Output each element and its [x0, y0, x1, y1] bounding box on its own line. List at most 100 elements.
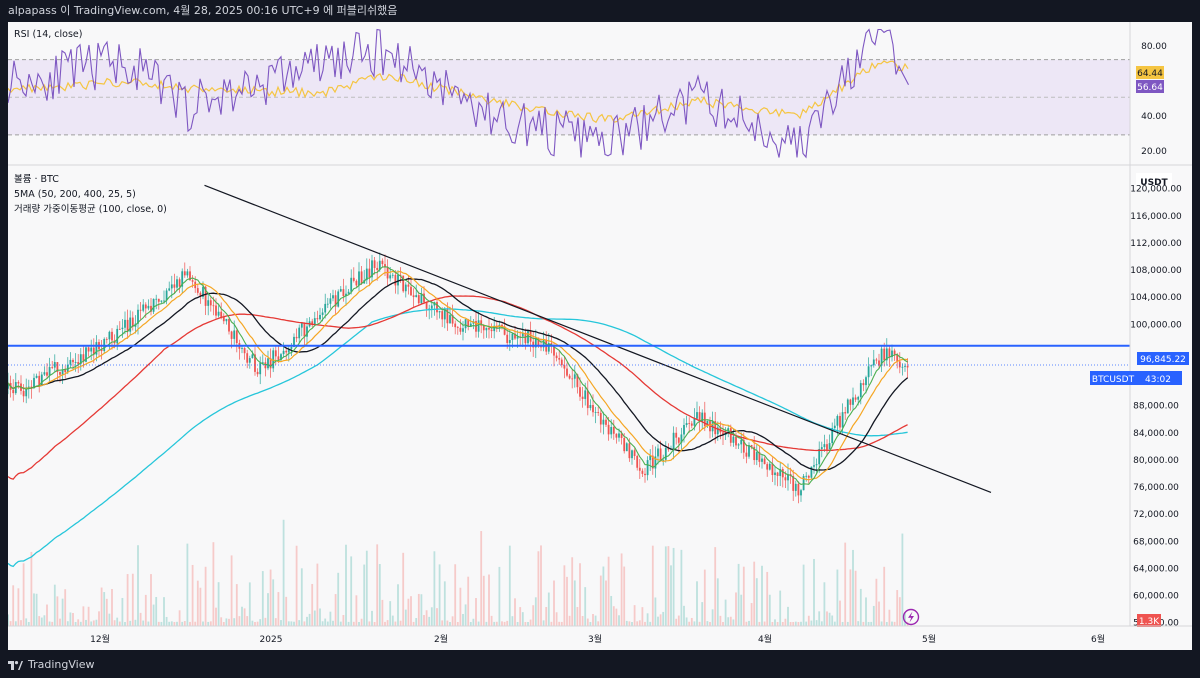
rsi-tick: 40.00	[1141, 112, 1167, 122]
candle	[459, 327, 462, 332]
candle	[391, 274, 394, 276]
candle	[441, 311, 444, 320]
candle	[529, 330, 532, 342]
volume-bar	[810, 620, 813, 626]
candle	[378, 260, 381, 270]
volume-bar	[898, 597, 901, 626]
candle	[654, 456, 657, 469]
candle	[417, 295, 420, 304]
candle	[121, 327, 124, 330]
volume-bar	[761, 565, 763, 626]
candle	[345, 293, 347, 297]
volume-bar	[480, 531, 483, 626]
volume-bar	[90, 621, 93, 626]
candle	[293, 336, 295, 347]
candle	[181, 271, 184, 287]
candle	[79, 354, 82, 364]
volume-bar	[716, 578, 719, 626]
candle	[553, 345, 555, 356]
volume-bar	[436, 608, 438, 626]
rsi-pane: RSI (14, close)	[8, 28, 1130, 159]
candle	[615, 433, 618, 438]
candle	[51, 367, 54, 368]
volume-bar	[893, 621, 896, 626]
price-scale[interactable]: 80.00 40.00 20.00 64.44 56.64 USDT 120,0…	[1129, 22, 1189, 629]
candle	[672, 432, 675, 449]
candle	[878, 360, 880, 366]
chart-area[interactable]: RSI (14, close) 볼륨 · BTC 5MA (50, 200, 4…	[8, 22, 1192, 650]
price-legend: 볼륨 · BTC 5MA (50, 200, 400, 25, 5) 거래량 가…	[14, 174, 167, 215]
volume-bar	[807, 615, 810, 626]
volume-bar	[781, 621, 784, 626]
candle	[584, 390, 587, 399]
volume-bar	[303, 621, 306, 626]
candle	[33, 377, 35, 389]
currency-badge[interactable]: USDT	[1136, 173, 1172, 189]
price-tick: 72,000.00	[1133, 510, 1179, 520]
volume-bar	[46, 604, 48, 626]
candle	[306, 326, 308, 337]
volume-bar	[615, 608, 618, 626]
volume-bar	[170, 621, 173, 626]
candle	[885, 348, 888, 361]
volume-bar	[813, 558, 815, 626]
candle	[477, 320, 480, 332]
volume-bar	[66, 621, 69, 626]
candle	[212, 305, 215, 307]
flash-icon[interactable]	[902, 608, 920, 626]
price-tick: 76,000.00	[1133, 483, 1179, 493]
volume-bar	[313, 610, 316, 626]
candle	[321, 312, 324, 315]
candle	[891, 350, 893, 358]
volume-bar	[82, 606, 85, 626]
candle	[612, 427, 615, 434]
volume-bar	[628, 621, 631, 626]
downtrend-line[interactable]	[204, 184, 992, 494]
symbol-price-label[interactable]: BTCUSDT 43:02	[1090, 371, 1182, 385]
candle	[371, 260, 373, 278]
candle	[352, 277, 355, 281]
time-label: 12월	[90, 633, 110, 645]
volume-bar	[828, 612, 831, 626]
volume-bar	[589, 621, 592, 626]
chart-svg[interactable]: RSI (14, close) 볼륨 · BTC 5MA (50, 200, 4…	[8, 22, 1192, 650]
volume-bar	[846, 621, 849, 626]
volume-bar	[417, 593, 420, 626]
candle	[646, 460, 649, 476]
volume-bar	[540, 545, 542, 626]
volume-bar	[870, 621, 873, 626]
volume-bar	[875, 578, 878, 626]
volume-bar	[79, 621, 82, 626]
volume-bar	[339, 621, 342, 626]
volume-bar	[664, 546, 667, 626]
candle	[61, 369, 64, 375]
candle	[152, 298, 155, 312]
candle	[150, 305, 152, 312]
volume-bar	[755, 578, 758, 626]
candle	[732, 436, 735, 443]
tradingview-brand[interactable]: TradingView	[8, 652, 94, 678]
candle	[872, 359, 875, 366]
candle	[178, 279, 181, 287]
volume-bar	[836, 569, 839, 626]
volume-bar	[259, 619, 262, 626]
volume-bar	[189, 621, 191, 626]
candle	[722, 432, 724, 436]
volume-bar	[633, 605, 636, 626]
volume-bar	[748, 620, 750, 626]
candle	[295, 336, 298, 339]
candle	[186, 271, 189, 276]
time-axis[interactable]: 12월 2025 2월 3월 4월 5월 6월	[8, 625, 1192, 645]
volume-bar	[139, 612, 142, 626]
volume-bar	[750, 603, 753, 626]
svg-text:96,845.22: 96,845.22	[1140, 355, 1186, 365]
volume-bar	[165, 616, 168, 626]
volume-bar	[563, 565, 566, 626]
volume-bar	[706, 621, 709, 626]
candle	[163, 300, 165, 302]
volume-bar	[753, 561, 756, 626]
candle	[27, 386, 30, 388]
candle	[267, 358, 269, 369]
candle	[519, 336, 522, 338]
volume-bar	[238, 616, 241, 626]
